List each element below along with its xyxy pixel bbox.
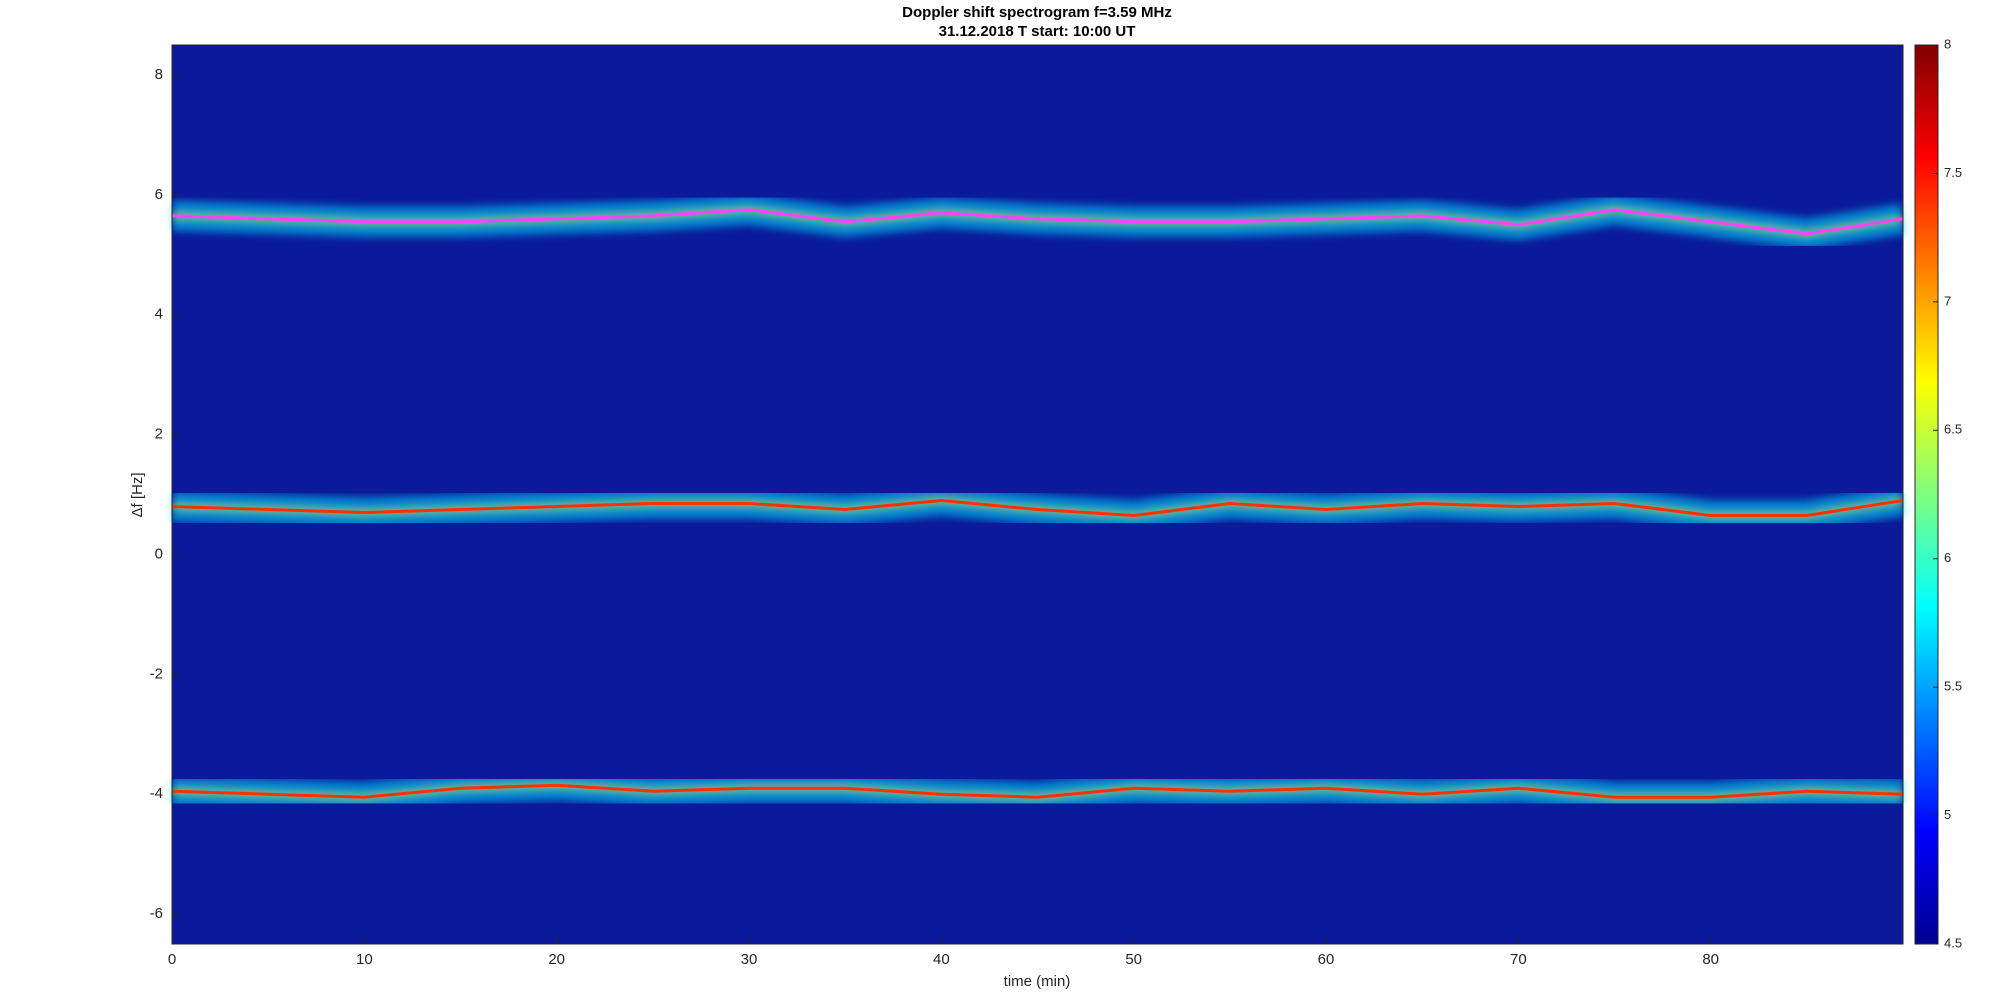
- x-tick-label: 80: [1702, 951, 1719, 968]
- colorbar-tick-label: 5.5: [1944, 679, 1962, 694]
- colorbar-tick-label: 7: [1944, 293, 1951, 308]
- y-tick-label: 4: [155, 306, 163, 323]
- trace: [171, 498, 1904, 518]
- colorbar-tick-label: 6.5: [1944, 422, 1962, 437]
- colorbar-tick-label: 6: [1944, 550, 1951, 565]
- y-tick-label: 6: [155, 186, 163, 203]
- chart-subtitle: 31.12.2018 T start: 10:00 UT: [939, 23, 1136, 40]
- x-axis-label: time (min): [1004, 973, 1071, 990]
- colorbar: [1914, 44, 1939, 945]
- x-tick-label: 30: [741, 951, 758, 968]
- chart-title: Doppler shift spectrogram f=3.59 MHz: [902, 4, 1172, 21]
- colorbar-tick-label: 7.5: [1944, 165, 1962, 180]
- y-tick-label: -6: [150, 905, 163, 922]
- x-tick-label: 50: [1125, 951, 1142, 968]
- plot-frame: [171, 44, 1904, 945]
- y-tick-label: -2: [150, 665, 163, 682]
- y-axis-label: Δf [Hz]: [129, 472, 146, 517]
- trace: [171, 208, 1904, 236]
- colorbar-tick-label: 4.5: [1944, 935, 1962, 950]
- y-tick-label: -4: [150, 785, 163, 802]
- x-tick-label: 70: [1510, 951, 1527, 968]
- y-tick-label: 0: [155, 545, 163, 562]
- x-tick-label: 60: [1318, 951, 1335, 968]
- y-tick-label: 2: [155, 426, 163, 443]
- x-tick-label: 40: [933, 951, 950, 968]
- trace: [171, 783, 1904, 799]
- colorbar-tick-label: 8: [1944, 36, 1951, 51]
- x-tick-label: 20: [548, 951, 565, 968]
- colorbar-tick-label: 5: [1944, 807, 1951, 822]
- x-tick-label: 10: [356, 951, 373, 968]
- y-tick-label: 8: [155, 66, 163, 83]
- x-tick-label: 0: [168, 951, 176, 968]
